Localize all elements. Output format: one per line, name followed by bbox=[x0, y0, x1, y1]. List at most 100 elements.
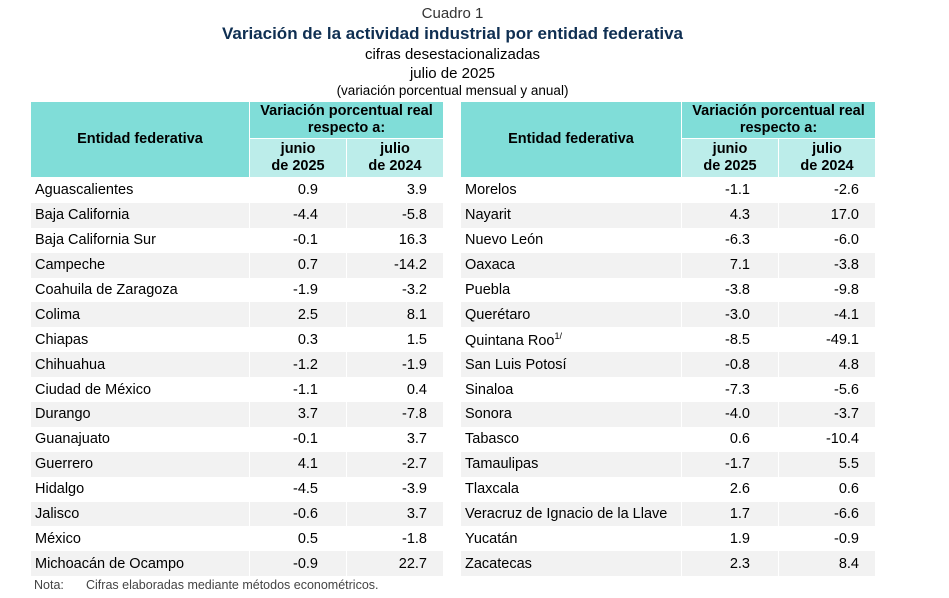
table-row: Baja California -4.4 -5.8 bbox=[30, 202, 444, 228]
table-row: Quintana Roo1/ -8.5 -49.1 bbox=[460, 327, 876, 353]
table-row: Yucatán 1.9 -0.9 bbox=[460, 526, 876, 552]
value-junio-2025: -0.1 bbox=[249, 426, 347, 452]
value-junio-2025: 2.3 bbox=[681, 551, 779, 577]
entity-text: Chiapas bbox=[35, 331, 89, 348]
table-row: Sonora -4.0 -3.7 bbox=[460, 402, 876, 427]
entity-name: Veracruz de Ignacio de la Llave bbox=[460, 501, 682, 527]
value-junio-2025: 3.7 bbox=[249, 402, 347, 427]
entity-name: México bbox=[30, 526, 250, 552]
header-group: Variación porcentual real respecto a: bbox=[249, 101, 444, 139]
table-row: Coahuila de Zaragoza -1.9 -3.2 bbox=[30, 277, 444, 303]
entity-text: Durango bbox=[35, 406, 91, 423]
value-julio-2024: -49.1 bbox=[778, 327, 876, 353]
value-julio-2024: 3.7 bbox=[346, 501, 444, 527]
entity-name: Tabasco bbox=[460, 426, 682, 452]
table-row: Guerrero 4.1 -2.7 bbox=[30, 451, 444, 477]
value-junio-2025: 1.7 bbox=[681, 501, 779, 527]
entity-name: Nuevo León bbox=[460, 227, 682, 253]
value-julio-2024: -10.4 bbox=[778, 426, 876, 452]
header-text: de 2024 bbox=[368, 158, 422, 174]
table-row: Querétaro -3.0 -4.1 bbox=[460, 302, 876, 328]
value-julio-2024: -1.9 bbox=[346, 352, 444, 378]
entity-name: Hidalgo bbox=[30, 476, 250, 502]
value-julio-2024: -7.8 bbox=[346, 402, 444, 427]
value-julio-2024: 8.1 bbox=[346, 302, 444, 328]
value-julio-2024: 17.0 bbox=[778, 202, 876, 228]
value-julio-2024: -1.8 bbox=[346, 526, 444, 552]
table-row: Durango 3.7 -7.8 bbox=[30, 402, 444, 427]
entity-name: Jalisco bbox=[30, 501, 250, 527]
entity-text: Puebla bbox=[465, 282, 511, 298]
header-text: junio bbox=[280, 141, 316, 157]
header-julio-2024: julio de 2024 bbox=[346, 138, 444, 178]
subtitle: cifras desestacionalizadas bbox=[364, 46, 541, 63]
entity-name: Sinaloa bbox=[460, 377, 682, 403]
entity-name: Durango bbox=[30, 402, 250, 427]
entity-text: Hidalgo bbox=[35, 481, 85, 498]
value-julio-2024: 3.7 bbox=[346, 426, 444, 452]
table-row: Baja California Sur -0.1 16.3 bbox=[30, 227, 444, 253]
entity-text: México bbox=[35, 530, 81, 547]
entity-name: Tamaulipas bbox=[460, 451, 682, 477]
header-junio-2025: junio de 2025 bbox=[681, 138, 779, 178]
header-text: de 2024 bbox=[800, 158, 854, 174]
value-julio-2024: -0.9 bbox=[778, 526, 876, 552]
entity-text: Morelos bbox=[465, 182, 517, 199]
value-julio-2024: 5.5 bbox=[778, 451, 876, 477]
entity-text: Yucatán bbox=[465, 530, 518, 547]
value-junio-2025: 2.6 bbox=[681, 476, 779, 502]
value-junio-2025: -8.5 bbox=[681, 327, 779, 353]
entity-text: Campeche bbox=[35, 257, 106, 274]
header-junio-2025: junio de 2025 bbox=[249, 138, 347, 178]
entity-text: Tlaxcala bbox=[465, 481, 519, 498]
value-junio-2025: -6.3 bbox=[681, 227, 779, 253]
value-julio-2024: 4.8 bbox=[778, 352, 876, 378]
entity-text: Guerrero bbox=[35, 456, 94, 473]
entity-text: Baja California Sur bbox=[35, 232, 156, 249]
value-junio-2025: 7.1 bbox=[681, 252, 779, 278]
entity-name: Aguascalientes bbox=[30, 177, 250, 203]
value-junio-2025: -3.0 bbox=[681, 302, 779, 328]
table-row: Nayarit 4.3 17.0 bbox=[460, 202, 876, 228]
entity-text: Colima bbox=[35, 306, 81, 323]
entity-name: Baja California Sur bbox=[30, 227, 250, 253]
value-julio-2024: 0.6 bbox=[778, 476, 876, 502]
entity-text: Jalisco bbox=[35, 506, 80, 523]
value-junio-2025: -4.0 bbox=[681, 402, 779, 427]
table-row: Guanajuato -0.1 3.7 bbox=[30, 426, 444, 452]
value-julio-2024: -3.8 bbox=[778, 252, 876, 278]
entity-text: San Luis Potosí bbox=[465, 356, 567, 373]
value-julio-2024: 16.3 bbox=[346, 227, 444, 253]
header-text: junio bbox=[712, 141, 748, 157]
entity-name: Nayarit bbox=[460, 202, 682, 228]
table-row: Hidalgo -4.5 -3.9 bbox=[30, 476, 444, 502]
entity-text: Nuevo León bbox=[465, 232, 544, 249]
value-julio-2024: -3.7 bbox=[778, 402, 876, 427]
header-text: de 2025 bbox=[703, 158, 757, 174]
table-label: Cuadro 1 bbox=[421, 5, 484, 22]
value-junio-2025: 2.5 bbox=[249, 302, 347, 328]
entity-text: Tabasco bbox=[465, 431, 520, 448]
table-row: Chiapas 0.3 1.5 bbox=[30, 327, 444, 353]
value-julio-2024: -6.0 bbox=[778, 227, 876, 253]
table-row: Veracruz de Ignacio de la Llave 1.7 -6.6 bbox=[460, 501, 876, 527]
value-junio-2025: -4.4 bbox=[249, 202, 347, 228]
entity-name: Querétaro bbox=[460, 302, 682, 328]
entity-name: Ciudad de México bbox=[30, 377, 250, 403]
table-row: Tlaxcala 2.6 0.6 bbox=[460, 476, 876, 502]
table-row: Puebla -3.8 -9.8 bbox=[460, 277, 876, 303]
value-junio-2025: 4.3 bbox=[681, 202, 779, 228]
value-julio-2024: -5.8 bbox=[346, 202, 444, 228]
value-junio-2025: 0.6 bbox=[681, 426, 779, 452]
value-julio-2024: -4.1 bbox=[778, 302, 876, 328]
table-row: Campeche 0.7 -14.2 bbox=[30, 252, 444, 278]
table-row: Sinaloa -7.3 -5.6 bbox=[460, 377, 876, 403]
table-row: México 0.5 -1.8 bbox=[30, 526, 444, 552]
value-junio-2025: -1.7 bbox=[681, 451, 779, 477]
header-text: de 2025 bbox=[271, 158, 325, 174]
entity-text: Oaxaca bbox=[465, 257, 515, 274]
header-text: julio bbox=[812, 141, 842, 157]
value-junio-2025: -1.1 bbox=[681, 177, 779, 203]
entity-name: Campeche bbox=[30, 252, 250, 278]
note: Nota: Cifras elaboradas mediante métodos … bbox=[34, 578, 379, 592]
